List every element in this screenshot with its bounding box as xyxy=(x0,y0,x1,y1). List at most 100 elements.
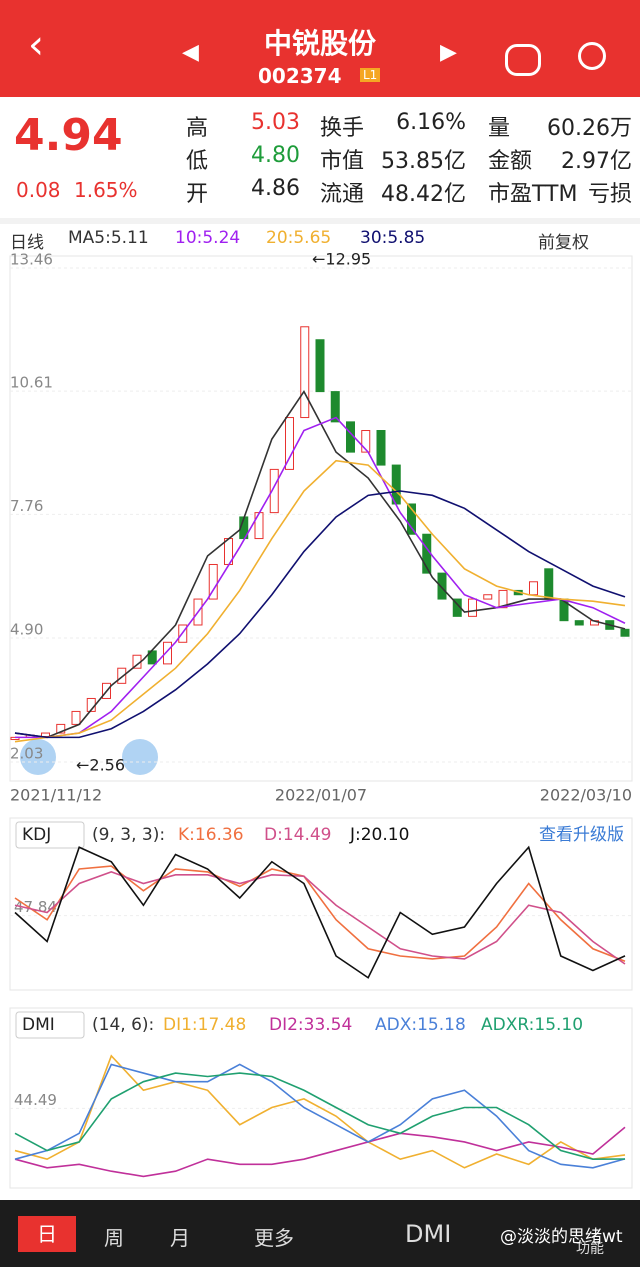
field-label: 开 xyxy=(186,182,209,207)
series-line xyxy=(14,1126,626,1178)
field-label: 低 xyxy=(186,149,209,174)
field-value: 4.86 xyxy=(251,176,300,201)
upgrade-button[interactable]: 查看升级版 xyxy=(539,825,624,845)
candle xyxy=(498,589,508,609)
charts: 13.46 10.61 7.76 4.90 2.03 2021/11/12 2022/01/… xyxy=(9,250,633,1189)
candle xyxy=(300,326,310,419)
kdj-frame xyxy=(9,817,633,991)
kdj-selector[interactable] xyxy=(15,821,85,849)
adjust-button[interactable]: 前复权 xyxy=(538,233,589,253)
candle xyxy=(529,581,538,596)
more-tab[interactable]: 更多 xyxy=(254,1226,294,1250)
candle xyxy=(330,391,340,423)
indicator-name: KDJ xyxy=(22,825,51,845)
candle xyxy=(208,563,218,600)
stock-code: 002374 xyxy=(258,64,342,88)
legend-entry: DI2:33.54 xyxy=(269,1015,352,1035)
indicator-params: (14, 6): xyxy=(92,1015,154,1035)
legend-entry: ADXR:15.10 xyxy=(481,1015,583,1035)
back-button[interactable]: ‹ xyxy=(28,22,44,68)
candle xyxy=(117,667,127,684)
candle xyxy=(620,628,630,637)
field-label: 高 xyxy=(186,116,209,141)
field-value: 53.85亿 xyxy=(381,149,466,174)
indicator-name: DMI xyxy=(22,1015,55,1035)
day-tab[interactable]: 日 xyxy=(18,1216,76,1252)
price: 4.94 xyxy=(14,110,123,161)
field-value: 60.26万 xyxy=(547,116,632,141)
scroll-left-button[interactable] xyxy=(20,739,56,775)
field-value: 48.42亿 xyxy=(381,182,466,207)
y-tick-label: 7.76 xyxy=(10,497,43,515)
series-line xyxy=(15,416,626,739)
candle xyxy=(361,430,371,453)
candle xyxy=(285,417,294,470)
low-annotation: ←2.56 xyxy=(76,756,125,775)
series-line xyxy=(14,1072,626,1160)
candle xyxy=(71,710,81,725)
x-tick-label: 2021/11/12 xyxy=(10,786,102,805)
candle xyxy=(468,598,477,617)
month-tab[interactable]: 月 xyxy=(170,1226,190,1250)
community-icon[interactable] xyxy=(505,44,541,76)
series-line xyxy=(14,490,626,739)
y-tick-label: 2.03 xyxy=(10,745,43,763)
ma30-label: 30:5.85 xyxy=(360,228,426,248)
field-label: 市盈TTM xyxy=(488,182,578,207)
indicator-tab[interactable]: DMI xyxy=(405,1220,452,1248)
divider xyxy=(0,218,640,224)
field-label: 换手 xyxy=(320,116,365,141)
candle xyxy=(407,503,416,535)
indicator-params: (9, 3, 3): xyxy=(92,825,165,845)
week-tab[interactable]: 周 xyxy=(104,1226,124,1250)
search-icon[interactable] xyxy=(578,42,606,70)
dmi-selector[interactable] xyxy=(15,1011,85,1039)
change: 0.08 xyxy=(16,178,61,202)
watermark: @淡淡的思绪wt xyxy=(500,1227,623,1247)
candle xyxy=(483,594,493,600)
ma20-label: 20:5.65 xyxy=(266,228,332,248)
field-value: 6.16% xyxy=(396,110,466,135)
function-button[interactable]: 功能 xyxy=(576,1241,604,1257)
price-frame xyxy=(9,255,633,782)
field-label: 市值 xyxy=(320,149,365,174)
candle xyxy=(544,568,554,600)
period-label: 日线 xyxy=(10,233,44,253)
toolbar: 日 周 月 更多 DMI 功能 @淡淡的思绪wt xyxy=(0,1200,640,1267)
ma5-label: MA5:5.11 xyxy=(68,228,149,248)
candle xyxy=(269,468,279,514)
candle xyxy=(437,572,447,600)
candle xyxy=(574,620,584,626)
field-label: 量 xyxy=(488,116,511,141)
candle xyxy=(56,723,66,734)
series-line xyxy=(14,865,626,963)
legend-entry: DI1:17.48 xyxy=(163,1015,246,1035)
field-value: 5.03 xyxy=(251,110,300,135)
legend-entry: ADX:15.18 xyxy=(375,1015,466,1035)
candle xyxy=(163,641,172,665)
next-button[interactable]: ▶ xyxy=(440,40,457,65)
level-badge: L1 xyxy=(360,68,381,82)
prev-button[interactable]: ◀ xyxy=(182,40,199,65)
legend-entry: J:20.10 xyxy=(349,825,409,845)
series-line xyxy=(14,871,626,965)
field-label: 金额 xyxy=(488,149,533,174)
ma10-label: 10:5.24 xyxy=(175,228,241,248)
header: ‹ ◀ ▶ 中锐股份 002374 L1 xyxy=(0,0,640,97)
legend-entry: D:14.49 xyxy=(264,825,332,845)
candle xyxy=(315,339,325,393)
y-tick-label: 10.61 xyxy=(10,374,53,392)
y-tick-label: 44.49 xyxy=(14,1091,57,1109)
y-tick-label: 13.46 xyxy=(10,251,53,269)
x-tick-label: 2022/03/10 xyxy=(540,786,632,805)
candle xyxy=(376,430,386,466)
series-line xyxy=(14,1063,626,1169)
expand-button[interactable] xyxy=(122,739,158,775)
x-tick-label: 2022/01/07 xyxy=(275,786,367,805)
high-annotation: ←12.95 xyxy=(312,250,371,269)
stock-name: 中锐股份 xyxy=(263,27,376,60)
legend-entry: K:16.36 xyxy=(178,825,244,845)
field-value: 2.97亿 xyxy=(561,149,632,174)
change-pct: 1.65% xyxy=(74,178,138,202)
